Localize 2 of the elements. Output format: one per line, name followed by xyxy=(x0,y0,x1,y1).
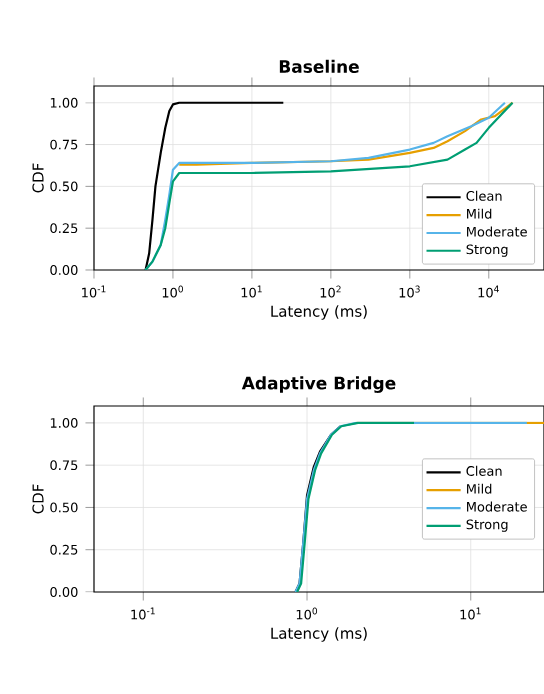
chart-title: Adaptive Bridge xyxy=(241,376,396,393)
chart-title: Baseline xyxy=(279,59,359,73)
